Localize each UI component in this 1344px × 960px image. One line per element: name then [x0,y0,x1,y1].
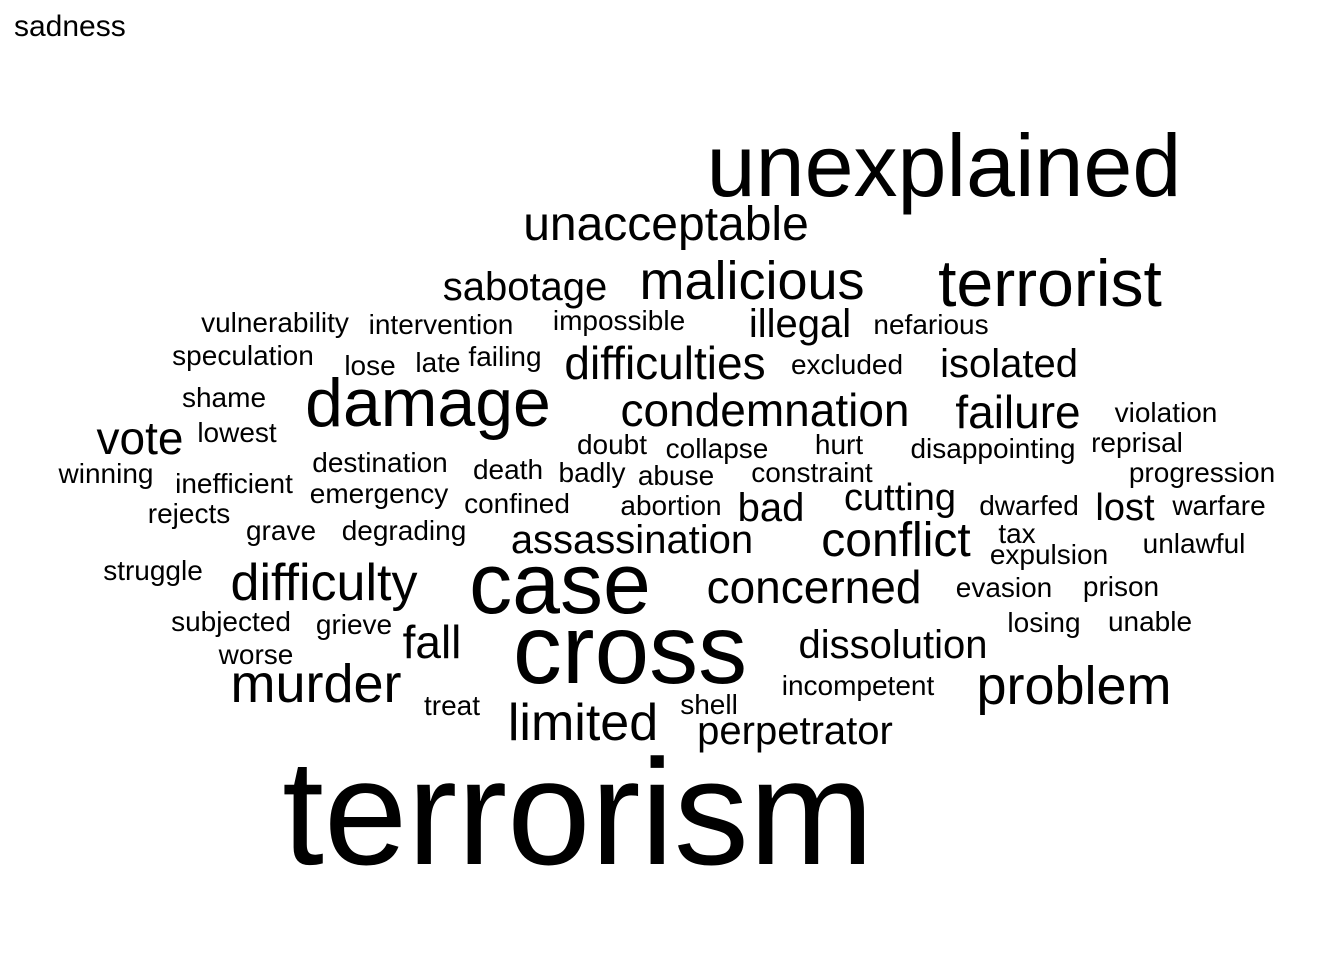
word-conflict: conflict [821,514,971,567]
word-difficulties: difficulties [564,337,766,389]
word-nefarious: nefarious [873,309,989,340]
word-prison: prison [1082,571,1160,602]
word-rejects: rejects [147,498,231,529]
word-badly: badly [558,457,626,488]
word-warfare: warfare [1172,490,1266,521]
word-concerned: concerned [706,561,922,613]
word-failing: failing [468,341,542,372]
word-cutting: cutting [844,477,956,519]
word-hurt: hurt [814,429,864,460]
word-speculation: speculation [172,340,314,371]
word-inefficient: inefficient [175,468,293,499]
word-difficulty: difficulty [230,554,418,612]
word-bad: bad [737,486,805,530]
word-degrading: degrading [341,515,467,546]
word-destination: destination [312,447,448,478]
word-problem: problem [976,656,1172,716]
word-late: late [415,347,461,378]
word-terrorist: terrorist [938,246,1162,320]
word-murder: murder [230,654,402,714]
word-abuse: abuse [637,460,715,491]
word-malicious: malicious [639,251,865,311]
word-collapse: collapse [665,433,769,464]
word-excluded: excluded [790,349,904,380]
word-shell: shell [680,689,738,720]
word-unlawful: unlawful [1142,528,1246,559]
word-limited: limited [507,694,659,752]
word-failure: failure [955,386,1081,438]
word-incompetent: incompetent [781,670,935,701]
word-shame: shame [181,382,267,413]
word-perpetrator: perpetrator [697,709,893,753]
word-grieve: grieve [315,609,393,640]
word-case: case [469,536,651,632]
word-grave: grave [245,515,317,546]
word-illegal: illegal [748,302,852,346]
word-isolated: isolated [940,342,1078,386]
word-vulnerability: vulnerability [201,307,349,338]
word-condemnation: condemnation [620,384,910,436]
word-damage: damage [305,365,551,441]
word-reprisal: reprisal [1091,427,1183,458]
word-unexplained: unexplained [706,116,1182,215]
word-vote: vote [96,412,184,464]
word-unable: unable [1107,606,1193,637]
cloud-title: sadness [14,10,126,43]
word-death: death [472,454,544,485]
word-lost: lost [1095,487,1155,529]
word-emergency: emergency [309,478,449,509]
word-progression: progression [1128,457,1276,488]
word-struggle: struggle [103,555,203,586]
word-dwarfed: dwarfed [979,490,1079,521]
word-worse: worse [218,639,294,670]
word-losing: losing [1007,607,1081,638]
word-lose: lose [344,350,396,381]
word-disappointing: disappointing [910,433,1076,464]
word-winning: winning [58,458,154,489]
word-abortion: abortion [620,490,722,521]
word-sabotage: sabotage [442,265,608,309]
word-dissolution: dissolution [798,623,988,667]
word-impossible: impossible [552,305,686,336]
word-doubt: doubt [576,429,648,460]
word-violation: violation [1114,397,1218,428]
word-assassination: assassination [510,518,754,562]
word-subjected: subjected [171,606,291,637]
word-tax: tax [998,518,1036,549]
word-terrorism: terrorism [282,728,874,896]
word-intervention: intervention [368,309,514,340]
word-evasion: evasion [955,572,1053,603]
word-cross: cross [512,594,748,704]
word-unacceptable: unacceptable [523,198,809,251]
word-confined: confined [464,488,570,519]
word-constraint: constraint [751,457,873,488]
word-lowest: lowest [197,417,277,448]
word-fall: fall [402,616,462,668]
word-expulsion: expulsion [989,539,1109,570]
word-treat: treat [423,690,481,721]
